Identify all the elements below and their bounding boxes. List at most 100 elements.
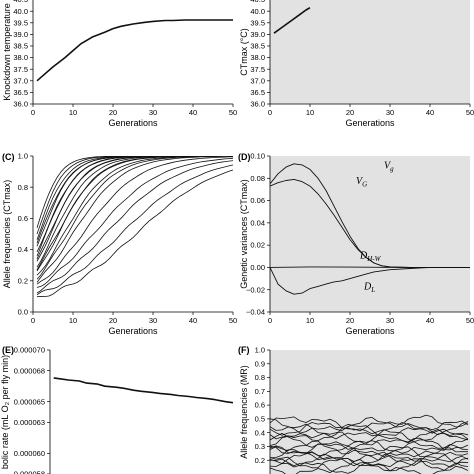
chart-panel-4: −0.04 −0.02 0.00 0.02 0.04 0.06 0.08 0.10 0 10 20 3…: [238, 152, 474, 336]
y-tick-label: 0.3: [255, 442, 265, 451]
x-tick-label: 40: [189, 108, 197, 117]
x-tick-label: 0: [268, 316, 272, 325]
plot-background: [270, 0, 470, 104]
annotation-subscript: L: [370, 286, 375, 294]
y-axis-title: Genetic variances (CTmax): [239, 179, 249, 289]
y-tick-label: 38.5: [250, 42, 265, 51]
series-annotation: Vg: [384, 160, 394, 173]
y-tick-label: 38.5: [13, 42, 28, 51]
x-tick-label: 10: [69, 108, 77, 117]
series-annotation: DL: [363, 282, 375, 295]
y-tick-label: 40.5: [13, 0, 28, 4]
y-tick-label: 0.000058: [14, 470, 45, 474]
series-group: [270, 163, 470, 295]
chart-panel-3: 0.0 0.2 0.4 0.6 0.8 1.0 0 10 20 30 40 50 Generations…: [2, 152, 237, 336]
x-tick-label: 30: [386, 108, 394, 117]
y-axis-title: Knockdown temperature: [2, 3, 12, 101]
x-tick-label: 0: [268, 108, 272, 117]
series-annotation: DH-W: [359, 251, 382, 264]
y-tick-label: 0.00: [250, 263, 265, 272]
x-tick-label: 50: [229, 316, 237, 325]
series-group: [53, 377, 233, 404]
y-tick-label: 37.5: [250, 65, 265, 74]
y-tick-label: 38.0: [13, 53, 28, 62]
y-tick-label: 40.0: [13, 7, 28, 16]
y-tick-label: 0.4: [18, 245, 28, 254]
allele-frequency-line: [270, 453, 469, 472]
annotation-main: D: [363, 282, 372, 293]
allele-frequency-line: [270, 459, 469, 474]
allele-frequency-line: [270, 420, 469, 436]
x-tick-label: 20: [346, 316, 354, 325]
series-line-1: [36, 19, 233, 82]
allele-frequency-line: [36, 156, 233, 280]
x-tick-label: 40: [426, 316, 434, 325]
series-group: [270, 414, 469, 474]
annotation-main: V: [384, 160, 392, 171]
x-tick-label: 30: [386, 316, 394, 325]
x-tick-label: 30: [149, 108, 157, 117]
y-axis-title: bolic rate (mL O₂ per fly min): [0, 355, 10, 469]
y-tick-label: −0.04: [246, 308, 265, 317]
y-tick-label: −0.02: [246, 285, 265, 294]
y-tick-label: 40.0: [250, 7, 265, 16]
y-tick-label: 39.5: [250, 18, 265, 27]
allele-frequency-line: [36, 156, 233, 262]
plot-background: [33, 0, 233, 104]
y-tick-label: 37.0: [13, 76, 28, 85]
x-axis-title: Generations: [108, 118, 158, 128]
y-tick-label: 1.0: [18, 152, 28, 161]
y-tick-label: 36.5: [250, 88, 265, 97]
x-tick-label: 30: [149, 316, 157, 325]
y-tick-label: 0.8: [18, 183, 28, 192]
allele-frequency-line: [270, 422, 469, 440]
allele-frequency-line: [270, 449, 469, 466]
y-tick-label: 0.2: [18, 276, 28, 285]
series-group: [273, 7, 311, 34]
y-tick-label: 39.5: [13, 18, 28, 27]
series-line-1: [53, 377, 233, 404]
series-group: [36, 156, 233, 298]
chart-panel-6: 0.2 0.3 0.4 0.5 0.6 0.7 0.8 0.9 1.0 Allele freque…: [238, 345, 470, 474]
annotation-subscript: G: [362, 180, 367, 188]
y-tick-label: 0.06: [250, 196, 265, 205]
allele-frequency-line: [36, 156, 233, 283]
panel-label: (D): [238, 152, 251, 162]
y-tick-label: 0.000060: [14, 449, 45, 458]
y-tick-label: 0.8: [255, 373, 265, 382]
x-tick-label: 50: [466, 316, 474, 325]
y-tick-label: 0.000063: [14, 418, 45, 427]
x-axis-title: Generations: [345, 118, 395, 128]
annotation-main: D: [359, 251, 368, 262]
x-tick-label: 10: [306, 316, 314, 325]
panel-label: (E): [2, 345, 14, 355]
panel-label: (F): [238, 345, 250, 355]
x-tick-label: 40: [426, 108, 434, 117]
series-line-1: [273, 7, 311, 34]
y-tick-label: 0.4: [255, 428, 265, 437]
series-group: [36, 19, 233, 82]
allele-frequency-line: [36, 169, 233, 298]
x-tick-label: 0: [31, 108, 35, 117]
y-tick-label: 40.5: [250, 0, 265, 4]
allele-frequency-line: [270, 414, 469, 432]
chart-panel-5: 0.000058 0.000060 0.000063 0.000065 0.000068…: [0, 345, 233, 474]
y-tick-label: 0.2: [255, 456, 265, 465]
y-tick-label: 0.000070: [14, 346, 45, 355]
x-tick-label: 50: [229, 108, 237, 117]
y-tick-label: 0.08: [250, 174, 265, 183]
y-axis-title: CTmax (°C): [239, 28, 249, 76]
allele-frequency-line: [36, 164, 233, 296]
allele-frequency-line: [36, 157, 233, 288]
panel-label: (C): [2, 152, 15, 162]
allele-frequency-line: [36, 156, 233, 229]
series-line-dl: [270, 266, 470, 295]
y-tick-label: 36.0: [13, 100, 28, 109]
y-tick-label: 0.000065: [14, 397, 45, 406]
allele-frequency-line: [270, 458, 469, 474]
y-tick-label: 39.0: [13, 30, 28, 39]
allele-frequency-line: [270, 440, 469, 457]
x-axis-title: Generations: [108, 326, 158, 336]
y-tick-label: 0.5: [255, 414, 265, 423]
allele-frequency-line: [270, 445, 469, 460]
